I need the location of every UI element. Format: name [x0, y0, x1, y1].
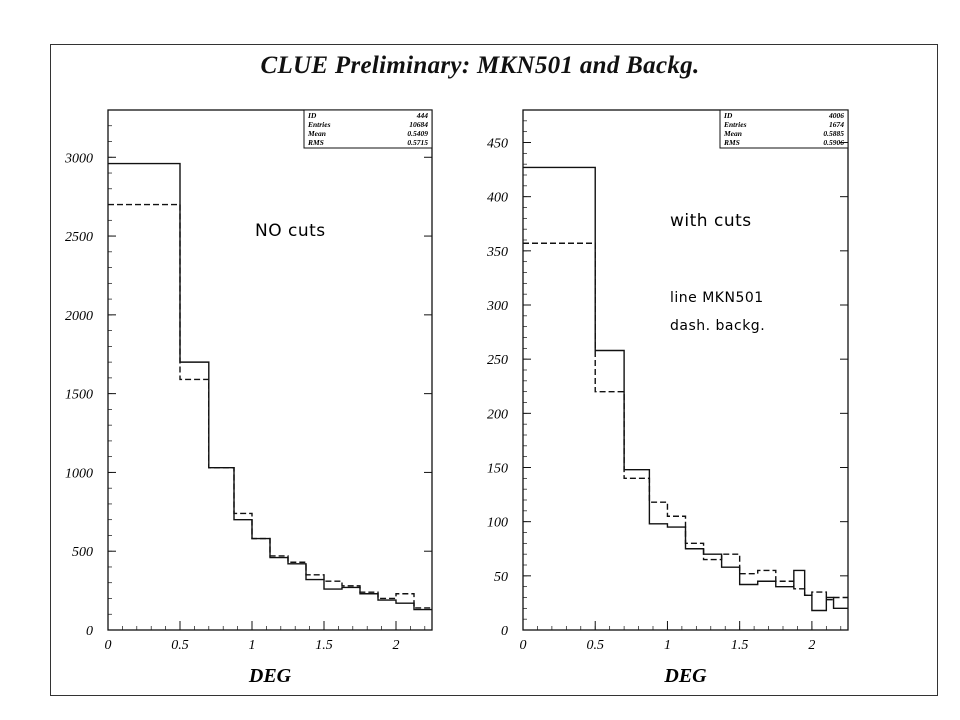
- stats-value: 0.5409: [407, 129, 428, 138]
- x-axis-label: DEG: [248, 665, 292, 687]
- y-tick-label: 400: [487, 191, 508, 206]
- y-tick-label: 2000: [65, 309, 93, 324]
- x-tick-label: 0.5: [586, 638, 604, 653]
- series-group: [108, 162, 432, 611]
- series-dashed-line: [523, 242, 848, 601]
- y-tick-label: 0: [86, 624, 93, 639]
- stats-label: Mean: [307, 129, 326, 138]
- y-tick-label: 100: [487, 516, 508, 531]
- stats-value: 10684: [409, 120, 428, 129]
- stats-value: 4006: [828, 111, 844, 120]
- stats-box-frame: [719, 109, 849, 149]
- x-tick-label: 0: [520, 638, 527, 653]
- x-axis-ticks: 0 0.5 1 1.5 2: [105, 621, 426, 653]
- x-tick-label: 1.5: [731, 638, 749, 653]
- x-tick-label: 0.5: [171, 638, 189, 653]
- stats-label: Entries: [307, 120, 331, 129]
- annotation-no-cuts: NO cuts: [255, 221, 326, 241]
- stats-label: Mean: [723, 129, 742, 138]
- y-tick-label: 450: [487, 137, 508, 152]
- stats-label: ID: [307, 111, 317, 120]
- y-axis-ticks: 0 50 100 150 200 250 300 350 400 450: [486, 109, 848, 639]
- annotation-with-cuts: with cuts: [670, 211, 752, 231]
- panel-no-cuts: ID 444 Entries 10684 Mean 0.5409 RMS 0.5715 0 50…: [64, 109, 433, 687]
- stats-box: ID 4006 Entries 1674 Mean 0.5885 RMS 0.5906: [719, 109, 849, 149]
- page-title: CLUE Preliminary: MKN501 and Backg.: [260, 52, 700, 79]
- legend-dash: dash. backg.: [670, 318, 765, 334]
- y-tick-label: 250: [487, 353, 508, 368]
- y-tick-label: 0: [501, 624, 508, 639]
- stats-value: 444: [416, 111, 429, 120]
- plot-frame: [522, 109, 849, 631]
- panel-with-cuts: ID 4006 Entries 1674 Mean 0.5885 RMS 0.5906 0 50…: [486, 109, 849, 687]
- y-tick-label: 3000: [64, 151, 93, 166]
- plot-frame: [107, 109, 433, 631]
- y-tick-label: 200: [487, 407, 508, 422]
- stats-value: 0.5715: [407, 138, 428, 147]
- x-tick-label: 0: [105, 638, 112, 653]
- x-tick-label: 1: [249, 638, 256, 653]
- x-tick-label: 1: [664, 638, 671, 653]
- stats-value: 0.5906: [823, 138, 844, 147]
- y-tick-label: 300: [486, 299, 508, 314]
- stats-value: 1674: [829, 120, 844, 129]
- y-tick-label: 150: [487, 462, 508, 477]
- stats-label: Entries: [723, 120, 747, 129]
- series-solid-line: [523, 166, 848, 612]
- figure-frame: [50, 44, 938, 696]
- y-tick-label: 1000: [65, 466, 93, 481]
- x-tick-label: 1.5: [315, 638, 333, 653]
- stats-value: 0.5885: [823, 129, 844, 138]
- series-solid-line: [108, 162, 432, 611]
- y-tick-label: 2500: [65, 230, 93, 245]
- x-tick-label: 2: [808, 638, 815, 653]
- legend-line: line MKN501: [670, 290, 764, 306]
- y-tick-label: 500: [72, 545, 93, 560]
- series-group: [523, 166, 848, 612]
- stats-label: RMS: [723, 138, 740, 147]
- y-tick-label: 50: [494, 570, 508, 585]
- y-tick-label: 1500: [65, 388, 93, 403]
- stats-label: RMS: [307, 138, 324, 147]
- y-axis-ticks: 0 500 1000 1500 2000 2500 3000: [64, 109, 432, 639]
- stats-box: ID 444 Entries 10684 Mean 0.5409 RMS 0.5715: [303, 109, 433, 149]
- x-axis-label: DEG: [663, 665, 707, 687]
- stats-label: ID: [723, 111, 733, 120]
- x-axis-ticks: 0 0.5 1 1.5 2: [520, 621, 842, 653]
- x-tick-label: 2: [393, 638, 400, 653]
- y-tick-label: 350: [486, 245, 508, 260]
- series-dashed-line: [108, 203, 432, 609]
- stats-box-frame: [303, 109, 433, 149]
